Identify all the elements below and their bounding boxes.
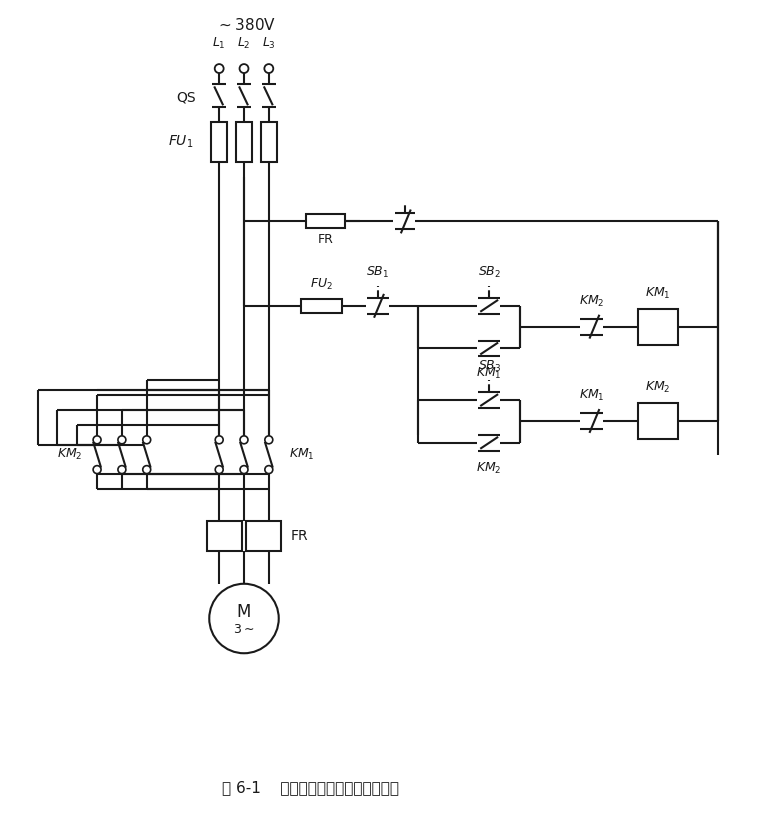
Text: $SB_2$: $SB_2$ <box>477 265 501 280</box>
Circle shape <box>215 465 223 474</box>
Circle shape <box>264 465 273 474</box>
Text: FR: FR <box>290 529 309 543</box>
Circle shape <box>264 435 273 444</box>
Bar <box>638 403 678 439</box>
Text: FR: FR <box>318 234 334 246</box>
Text: $L_1$: $L_1$ <box>212 36 226 51</box>
Circle shape <box>240 435 248 444</box>
Circle shape <box>215 64 223 73</box>
Bar <box>261 122 277 162</box>
Text: $SB_3$: $SB_3$ <box>477 359 501 374</box>
Bar <box>301 299 342 312</box>
Text: 图 6-1    交流电动机的正反转控制电路: 图 6-1 交流电动机的正反转控制电路 <box>222 779 399 794</box>
Text: $KM_1$: $KM_1$ <box>578 388 604 403</box>
Circle shape <box>240 465 248 474</box>
Circle shape <box>93 465 101 474</box>
Text: $SB_1$: $SB_1$ <box>366 265 390 280</box>
Circle shape <box>118 465 126 474</box>
Text: $FU_1$: $FU_1$ <box>168 134 193 150</box>
Circle shape <box>118 435 126 444</box>
Circle shape <box>215 435 223 444</box>
Text: $L_3$: $L_3$ <box>262 36 276 51</box>
Text: $\sim$380V: $\sim$380V <box>216 17 276 32</box>
Circle shape <box>143 465 150 474</box>
Circle shape <box>209 583 279 653</box>
Text: $KM_2$: $KM_2$ <box>645 380 671 396</box>
Circle shape <box>239 64 249 73</box>
Bar <box>306 214 345 229</box>
Text: $KM_2$: $KM_2$ <box>578 293 604 309</box>
Bar <box>246 521 280 551</box>
Text: $KM_1$: $KM_1$ <box>645 286 671 301</box>
Bar <box>638 309 678 345</box>
Text: $KM_1$: $KM_1$ <box>477 366 502 381</box>
Text: $L_2$: $L_2$ <box>237 36 251 51</box>
Bar <box>211 122 227 162</box>
Circle shape <box>143 435 150 444</box>
Text: $KM_1$: $KM_1$ <box>289 447 315 462</box>
Text: $FU_2$: $FU_2$ <box>310 277 333 292</box>
Text: QS: QS <box>177 91 196 105</box>
Text: M: M <box>237 602 252 621</box>
Bar <box>207 521 242 551</box>
Circle shape <box>264 64 274 73</box>
Circle shape <box>93 435 101 444</box>
Bar <box>236 122 252 162</box>
Text: 3$\sim$: 3$\sim$ <box>233 623 255 636</box>
Text: $KM_2$: $KM_2$ <box>56 447 82 462</box>
Text: $KM_2$: $KM_2$ <box>477 460 502 476</box>
